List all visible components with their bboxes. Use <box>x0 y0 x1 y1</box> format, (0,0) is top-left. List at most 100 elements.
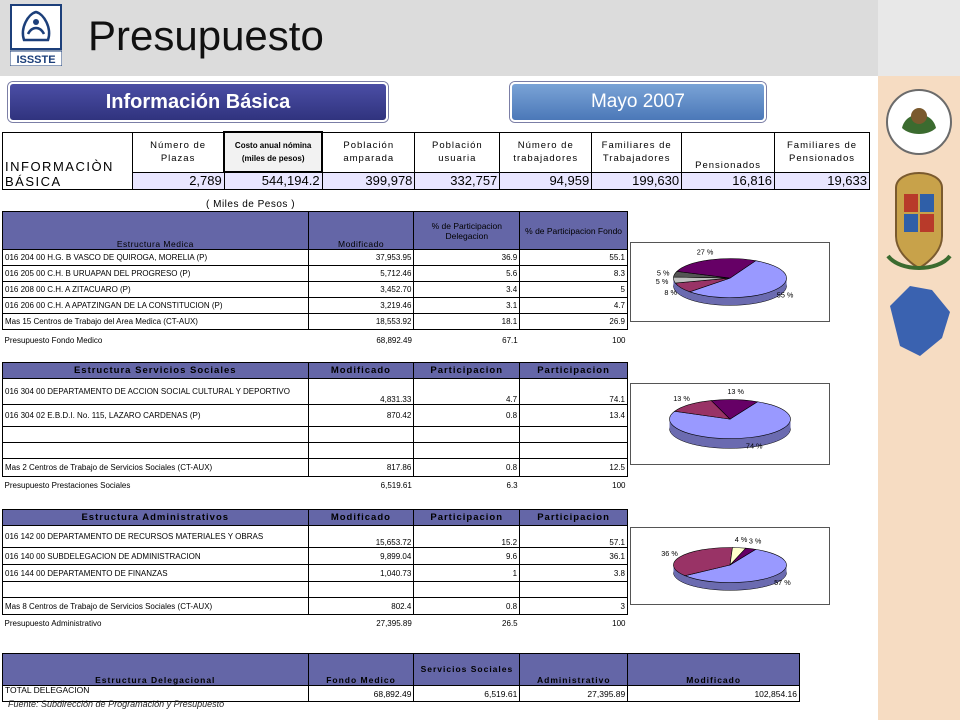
table-row: 016 304 00 DEPARTAMENTO DE ACCION SOCIAL… <box>2 378 628 405</box>
table-row: TOTAL DELEGACION 68,892.49 6,519.61 27,3… <box>2 685 800 702</box>
total-label: Presupuesto Administrativo <box>2 614 308 633</box>
administrative-table: Estructura Administrativos Modificado Pa… <box>2 509 628 633</box>
pie-data-label: 36 % <box>661 549 678 558</box>
summary-value: 19,633 <box>774 171 870 190</box>
source-note: Fuente: Subdirección de Programación y P… <box>8 699 225 709</box>
row-value: 802.4 <box>307 597 415 615</box>
row-value: 817.86 <box>307 458 415 477</box>
row-value <box>307 442 415 459</box>
pie-slice <box>688 260 787 298</box>
row-value <box>307 581 415 598</box>
pie-slice <box>729 547 757 566</box>
row-value: 870.42 <box>307 404 415 427</box>
total-value: 6,519.61 <box>308 476 414 495</box>
medical-pie-chart: 55 % 8 % 5 % 5 % 27 % <box>630 242 830 322</box>
row-value: 9.6 <box>413 547 521 565</box>
total-label: Presupuesto Fondo Medico <box>2 329 309 352</box>
pie-data-label: 3 % <box>749 536 762 545</box>
row-label <box>2 581 309 598</box>
summary-value: 544,194.2 <box>223 171 323 190</box>
row-label: Mas 2 Centros de Trabajo de Servicios So… <box>2 458 309 477</box>
pie-slice <box>710 399 759 420</box>
summary-value: 332,757 <box>414 171 501 190</box>
table-header: Estructura Administrativos <box>2 509 309 526</box>
summary-header: Costo anual nómina (miles de pesos) <box>223 131 324 173</box>
right-bar-top <box>878 0 960 76</box>
row-value: 3.4 <box>413 281 521 298</box>
table-header: Participacion <box>413 362 521 379</box>
total-value: 100 <box>519 476 628 495</box>
row-value: 6,519.61 <box>413 685 521 702</box>
admin-pie-chart: 57 % 36 % 4 % 3 % <box>630 527 830 605</box>
row-label: 016 304 02 E.B.D.I. No. 115, LAZARO CARD… <box>2 404 309 427</box>
total-value: 26.5 <box>413 614 520 633</box>
row-value: 15.2 <box>413 525 521 548</box>
row-value: 15,653.72 <box>307 525 415 548</box>
row-value: 0.8 <box>413 597 521 615</box>
total-label: Presupuesto Prestaciones Sociales <box>2 476 308 495</box>
row-value: 5 <box>519 281 628 298</box>
table-header: Modificado <box>307 362 415 379</box>
summary-value: 399,978 <box>321 171 416 190</box>
row-value: 1,040.73 <box>307 564 415 582</box>
table-header: Estructura Delegacional <box>2 653 309 686</box>
summary-header: Número de Plazas <box>131 131 225 173</box>
table-row <box>2 442 628 459</box>
summary-header: Población usuaria <box>414 131 501 173</box>
table-row: Mas 2 Centros de Trabajo de Servicios So… <box>2 458 628 477</box>
table-header: Modificado <box>307 211 415 250</box>
table-row: Mas 8 Centros de Trabajo de Servicios So… <box>2 597 628 615</box>
table-header: Estructura Servicios Sociales <box>2 362 309 379</box>
social-pie-svg: 74 % 13 % 13 % <box>669 387 791 451</box>
row-value: 0.8 <box>413 404 521 427</box>
table-row: 016 208 00 C.H. A ZITACUARO (P) 3,452.70… <box>2 281 628 298</box>
row-label: 016 304 00 DEPARTAMENTO DE ACCION SOCIAL… <box>2 378 309 405</box>
row-value: 5,712.46 <box>307 265 415 282</box>
row-value: 3.8 <box>519 564 628 582</box>
row-label: 016 204 00 H.G. B VASCO DE QUIROGA, MORE… <box>2 249 309 266</box>
row-value <box>519 442 628 459</box>
pie-data-label: 5 % <box>656 277 669 286</box>
row-label: 016 208 00 C.H. A ZITACUARO (P) <box>2 281 309 298</box>
row-value: 55.1 <box>519 249 628 266</box>
admin-pie-svg: 57 % 36 % 4 % 3 % <box>661 535 791 591</box>
table-header: Administrativo <box>519 653 629 686</box>
row-label: 016 144 00 DEPARTAMENTO DE FINANZAS <box>2 564 309 582</box>
row-value: 36.9 <box>413 249 521 266</box>
total-value: 6.3 <box>413 476 520 495</box>
row-value <box>413 426 521 443</box>
row-value: 0.8 <box>413 458 521 477</box>
table-row: 016 204 00 H.G. B VASCO DE QUIROGA, MORE… <box>2 249 628 266</box>
row-value: 3.1 <box>413 297 521 314</box>
table-row <box>2 426 628 443</box>
pie-data-label: 13 % <box>673 394 690 403</box>
row-value: 5.6 <box>413 265 521 282</box>
summary-header: Familiares de Pensionados <box>774 131 870 173</box>
row-value: 37,953.95 <box>307 249 415 266</box>
summary-value: 199,630 <box>591 171 683 190</box>
row-value: 26.9 <box>519 313 628 330</box>
date-banner: Mayo 2007 <box>510 82 766 122</box>
row-value: 3,219.46 <box>307 297 415 314</box>
summary-header: Población amparada <box>321 131 416 173</box>
row-label: Mas 8 Centros de Trabajo de Servicios So… <box>2 597 309 615</box>
summary-value: 16,816 <box>681 171 776 190</box>
row-label: 016 142 00 DEPARTAMENTO DE RECURSOS MATE… <box>2 525 309 548</box>
row-value: 36.1 <box>519 547 628 565</box>
summary-header: Familiares de Trabajadores <box>591 131 683 173</box>
table-header: Participacion <box>519 362 628 379</box>
pie-slice <box>669 401 791 439</box>
total-value: 100 <box>519 329 628 352</box>
row-value: 3 <box>519 597 628 615</box>
summary-row-label: INFORMACIÒN BÁSICA <box>2 131 133 190</box>
row-value: 68,892.49 <box>307 685 415 702</box>
table-total-row: Presupuesto Administrativo 27,395.89 26.… <box>2 614 628 633</box>
table-header: % de Participacion Fondo <box>519 211 628 250</box>
row-value: 74.1 <box>519 378 628 405</box>
pie-data-label: 74 % <box>746 442 763 451</box>
total-value: 67.1 <box>413 329 520 352</box>
table-header: % de Participacion Delegacion <box>413 211 521 250</box>
row-value: 4.7 <box>413 378 521 405</box>
issste-logo: ISSSTE <box>9 4 63 67</box>
pie-data-label: 13 % <box>727 387 744 396</box>
